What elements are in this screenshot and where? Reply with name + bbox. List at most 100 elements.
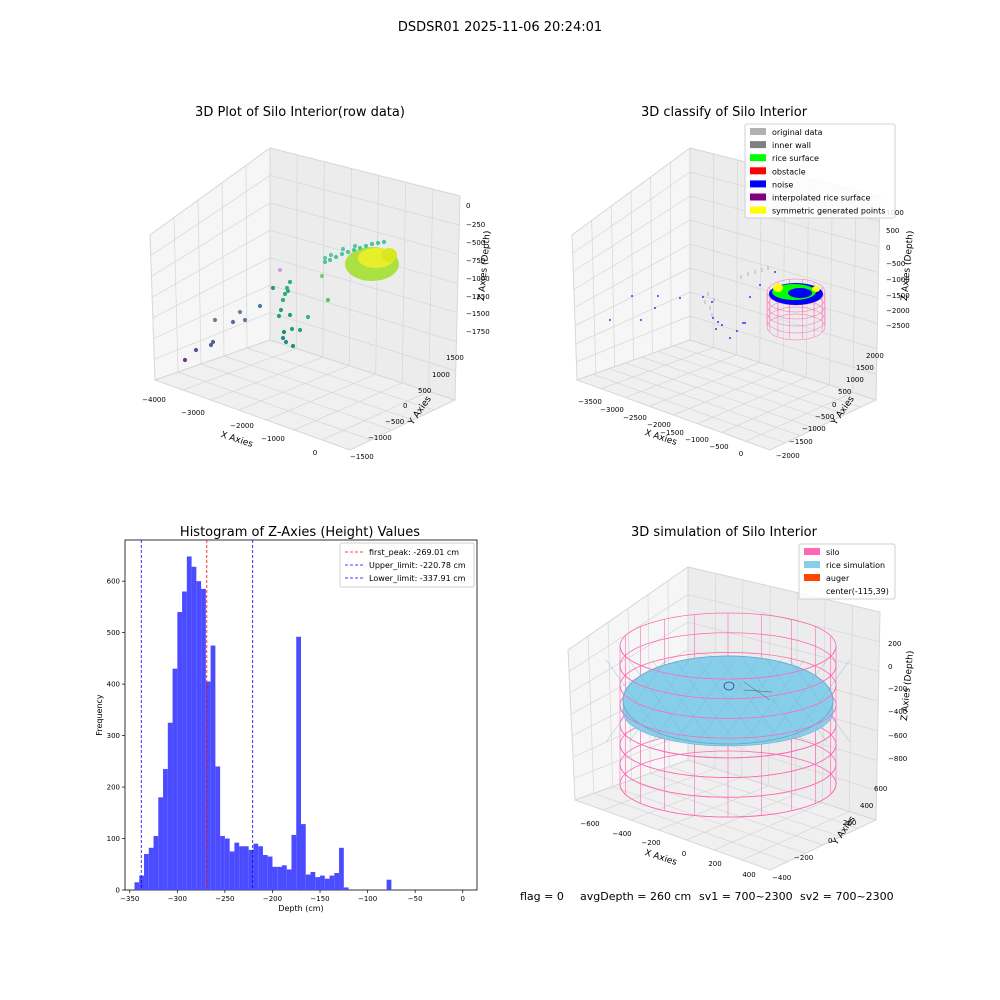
raw-data-point: [297, 327, 303, 333]
symmetric-points-region: [773, 284, 783, 292]
rice-simulation-outline: [622, 655, 834, 745]
classify-legend-swatch: [750, 128, 766, 135]
gridline: [154, 339, 271, 381]
panel-raw-title: 3D Plot of Silo Interior(row data): [195, 105, 405, 120]
histogram-bar: [267, 856, 273, 890]
silo-wall-ring: [766, 306, 826, 334]
simulation-legend-label: rice simulation: [826, 561, 885, 570]
classify-x-tick: −3500: [578, 398, 602, 406]
noise-point: [736, 330, 738, 332]
simulation-z-ticks: 200 0 −200 −400 −600 −800: [888, 640, 907, 763]
histogram-bar: [291, 834, 297, 890]
simulation-x-tick: 0: [682, 850, 686, 858]
gridline: [246, 347, 435, 411]
classify-z-tick: −1500: [886, 292, 910, 300]
noise-point: [759, 284, 761, 286]
histogram-bar: [272, 866, 278, 890]
raw-y-tick: 1000: [432, 371, 450, 379]
gridline: [266, 373, 376, 421]
simulation-legend: silo rice simulation auger center(-115,39): [798, 543, 896, 600]
raw-data-point: [381, 239, 387, 245]
classify-zlabel: Z Axies (Depth): [900, 230, 916, 301]
gridline: [173, 217, 179, 373]
auger-marker: [723, 681, 735, 691]
histogram-y-tick-label: 500: [107, 629, 120, 637]
gridline: [575, 291, 691, 345]
noise-point: [711, 301, 713, 303]
histogram-x-tick-label: 0: [460, 895, 464, 903]
footer-avg-depth: avgDepth = 260 cm: [580, 890, 691, 903]
histogram-y-tick-label: 0: [116, 887, 120, 895]
raw-data-point: [327, 257, 333, 263]
simulation-z-tick: −800: [888, 755, 907, 763]
histogram-y-tick-label: 400: [107, 681, 120, 689]
noise-point: [631, 295, 633, 297]
classify-y-ticks: −2000 −1500 −1000 −500 0 500 1000 1500 2…: [776, 352, 884, 460]
classify-legend-swatch: [750, 180, 766, 188]
histogram-ylabel: Frequency: [95, 694, 104, 736]
noise-point: [729, 337, 731, 339]
classify-z-tick: −2500: [886, 322, 910, 330]
classify-x-tick: −2500: [623, 414, 647, 422]
noise-point: [774, 271, 776, 273]
raw-data-point: [182, 357, 188, 363]
classify-point-cloud: [609, 266, 826, 341]
histogram-bar: [315, 877, 321, 890]
classify-z-tick: −1000: [886, 276, 910, 284]
histogram-bar: [148, 847, 154, 890]
histogram-x-tick-label: −250: [215, 895, 234, 903]
silo-wall-ring: [766, 313, 826, 341]
raw-data-point: [277, 267, 283, 273]
gridline: [401, 182, 407, 383]
gridline: [689, 291, 878, 350]
gridline: [177, 371, 372, 441]
histogram-bar: [262, 855, 268, 890]
raw-x-ticks: −4000 −3000 −2000 −1000 0: [142, 396, 317, 457]
classify-y-tick: 1500: [856, 364, 874, 372]
raw-x-tick: −4000: [142, 396, 166, 404]
simulation-z-tick: 0: [888, 663, 892, 671]
raw-data-point: [363, 243, 369, 249]
raw-data-point: [208, 342, 214, 348]
raw-data-point: [290, 343, 296, 349]
symmetric-points-region: [812, 286, 820, 292]
histogram-bar: [320, 875, 325, 890]
gridline: [625, 354, 737, 398]
simulation-legend-label: center(-115,39): [826, 587, 889, 596]
histogram-y-tick-label: 100: [107, 835, 120, 843]
gridline: [875, 611, 881, 821]
gridline: [745, 392, 853, 442]
raw-data-point: [339, 251, 345, 257]
noise-point: [679, 297, 681, 299]
panel-simulation: 3D simulation of Silo Interior −600 −400…: [566, 525, 916, 882]
gridline: [574, 799, 771, 871]
gridline: [571, 147, 691, 236]
gridline: [687, 566, 881, 613]
raw-x-tick: −3000: [181, 409, 205, 417]
raw-data-point: [345, 249, 351, 255]
simulation-z-tick: −400: [888, 708, 907, 716]
noise-point: [609, 319, 611, 321]
histogram-y-ticks: 0 100 200 300 400 500 600: [107, 578, 125, 895]
histogram-title: Histogram of Z-Axies (Height) Values: [180, 525, 420, 540]
classify-legend-label: inner wall: [772, 141, 811, 150]
raw-data-point: [193, 347, 199, 353]
gridline: [269, 257, 458, 313]
simulation-zlabel: Z Axies (Depth): [900, 650, 916, 721]
classify-x-tick: −500: [709, 443, 728, 451]
classify-x-tick: −1500: [660, 429, 684, 437]
classify-y-tick: 500: [838, 388, 851, 396]
gridline: [454, 195, 461, 401]
auger-line: [743, 689, 773, 693]
classify-legend: original data inner wall rice surface obsta…: [744, 123, 896, 219]
classify-legend-label: symmetric generated points: [772, 207, 885, 216]
gridline: [182, 348, 297, 391]
rice-mesh-line: [628, 659, 690, 743]
histogram-bars: [134, 556, 392, 890]
gridline: [650, 773, 841, 837]
raw-y-tick: −500: [385, 418, 404, 426]
raw-z-tick: −750: [466, 257, 485, 265]
histogram-bar: [144, 853, 149, 890]
raw-data-point: [375, 240, 381, 246]
